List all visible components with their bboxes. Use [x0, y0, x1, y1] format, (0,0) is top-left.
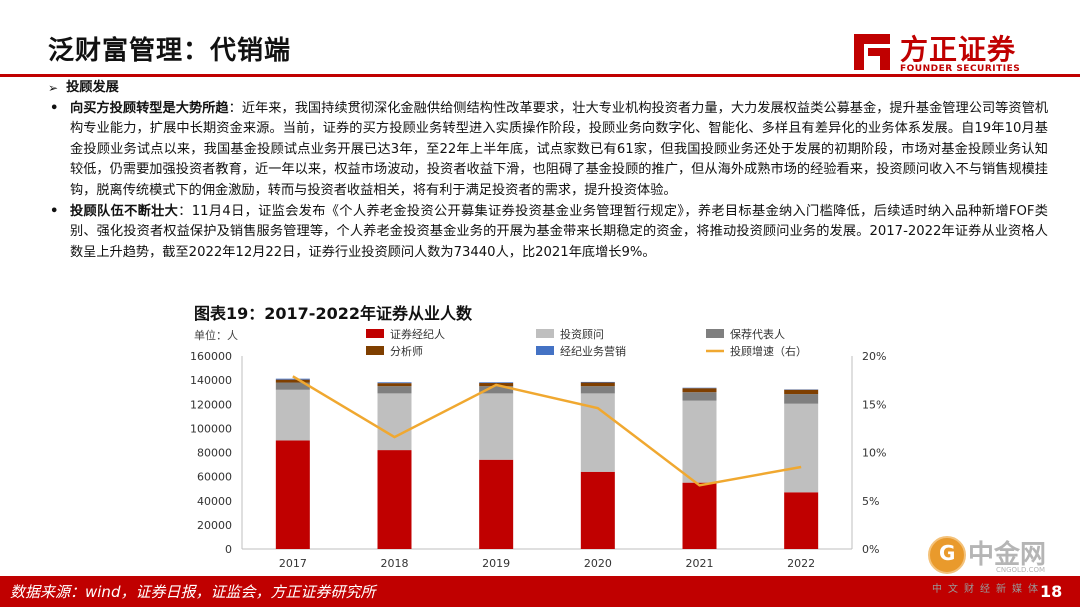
bar-segment [377, 393, 412, 451]
logo-cn-text: 方正证券 [900, 33, 1017, 66]
bar-segment [682, 392, 717, 401]
bar-segment [377, 450, 412, 549]
body-text: ➢ 投顾发展 • 向买方投顾转型是大势所趋：近年来，我国持续贯彻深化金融供给侧结… [48, 78, 1048, 263]
bar-segment [784, 394, 819, 404]
legend-swatch [536, 329, 554, 338]
bullet-1-lead: 向买方投顾转型是大势所趋 [70, 100, 229, 116]
bar-segment [479, 459, 514, 549]
bar-segment [682, 388, 717, 393]
bar-segment [682, 482, 717, 549]
bullet-paragraph-2: • 投顾队伍不断壮大：11月4日，证监会发布《个人养老金投资公开募集证券投资基金… [48, 202, 1048, 264]
y-right-tick-label: 15% [862, 398, 886, 411]
x-tick-label: 2021 [686, 557, 714, 570]
x-tick-label: 2017 [279, 557, 307, 570]
legend-swatch [536, 346, 554, 355]
founder-logo: 方正证券 FOUNDER SECURITIES [850, 28, 1050, 76]
y-left-tick-label: 80000 [197, 447, 232, 460]
x-tick-label: 2022 [787, 557, 815, 570]
bullet-2-text: ：11月4日，证监会发布《个人养老金投资公开募集证券投资基金业务管理暂行规定》，… [70, 203, 1048, 260]
y-left-tick-label: 160000 [190, 350, 232, 363]
bar-segment [580, 471, 615, 549]
watermark-sub: 中文财经新媒体 [932, 584, 1044, 595]
bullet-dot-icon: • [50, 203, 59, 219]
stacked-bar-chart: 单位：人 0 20000 40000 60000 80000 100000 120000 140… [190, 327, 886, 570]
y-right-tick-label: 20% [862, 350, 886, 363]
watermark-logo-icon: G [928, 536, 966, 574]
bar-segment [580, 381, 615, 383]
bar-segment [784, 492, 819, 549]
legend-label: 经纪业务营销 [560, 344, 626, 358]
legend-label: 保荐代表人 [730, 327, 785, 341]
bar-segment [784, 389, 819, 395]
data-source: 数据来源：wind，证券日报，证监会，方正证券研究所 [10, 583, 376, 601]
bar-segment [479, 382, 514, 384]
watermark-url: CNGOLD.COM [996, 566, 1046, 574]
legend-swatch [366, 346, 384, 355]
bar-segment [479, 393, 514, 460]
bar-segment [275, 378, 310, 380]
x-tick-label: 2020 [584, 557, 612, 570]
y-right-tick-label: 10% [862, 447, 886, 460]
arrow-bullet-icon: ➢ [48, 81, 59, 95]
page-title: 泛财富管理：代销端 [48, 36, 292, 66]
y-left-tick-label: 60000 [197, 471, 232, 484]
growth-line [292, 375, 802, 487]
y-right-tick-label: 0% [862, 543, 879, 556]
y-left-tick-label: 40000 [197, 495, 232, 508]
bar-segment [479, 386, 514, 394]
section-heading: ➢ 投顾发展 [48, 78, 1048, 99]
bar-segment [580, 386, 615, 394]
chart-title: 图表19：2017-2022年证券从业人数 [194, 304, 472, 323]
bullet-2-lead: 投顾队伍不断壮大 [70, 203, 179, 219]
legend-label: 分析师 [390, 344, 423, 358]
legend-label: 投资顾问 [560, 327, 604, 341]
footer-bar: 数据来源：wind，证券日报，证监会，方正证券研究所 [0, 576, 1080, 607]
y-left-tick-label: 100000 [190, 422, 232, 435]
bar-segment [275, 382, 310, 390]
bar-segment [377, 382, 412, 384]
legend-label: 投顾增速（右） [730, 344, 807, 358]
bar-segment [275, 389, 310, 441]
bar-segment [377, 386, 412, 394]
legend-swatch [366, 329, 384, 338]
y-left-tick-label: 140000 [190, 374, 232, 387]
bullet-1-text: ：近年来，我国持续贯彻深化金融供给侧结构性改革要求，壮大专业机构投资者力量，大力… [70, 100, 1049, 198]
bar-segment [275, 440, 310, 549]
legend-swatch [706, 329, 724, 338]
watermark: G 中金网 CNGOLD.COM 中文财经新媒体 [928, 530, 1078, 600]
founder-logo-icon [854, 34, 890, 70]
bullet-paragraph-1: • 向买方投顾转型是大势所趋：近年来，我国持续贯彻深化金融供给侧结构性改革要求，… [48, 99, 1048, 202]
bar-segment [682, 400, 717, 483]
y-right-tick-label: 5% [862, 495, 879, 508]
x-tick-label: 2018 [381, 557, 409, 570]
y-left-tick-label: 20000 [197, 519, 232, 532]
bar-segment [377, 383, 412, 387]
y-left-tick-label: 0 [225, 543, 232, 556]
section-heading-text: 投顾发展 [66, 80, 119, 95]
title-divider [0, 74, 1080, 77]
bar-segment [275, 379, 310, 383]
page-number: 18 [1040, 582, 1063, 601]
legend-label: 证券经纪人 [390, 327, 445, 341]
bar-segment [580, 382, 615, 387]
x-tick-label: 2019 [482, 557, 510, 570]
y-left-tick-label: 120000 [190, 398, 232, 411]
bullet-dot-icon: • [50, 100, 59, 116]
watermark-cn: 中金网 [968, 540, 1047, 570]
bar-segment [784, 403, 819, 493]
logo-en-text: FOUNDER SECURITIES [900, 64, 1021, 74]
unit-label: 单位：人 [194, 328, 238, 342]
